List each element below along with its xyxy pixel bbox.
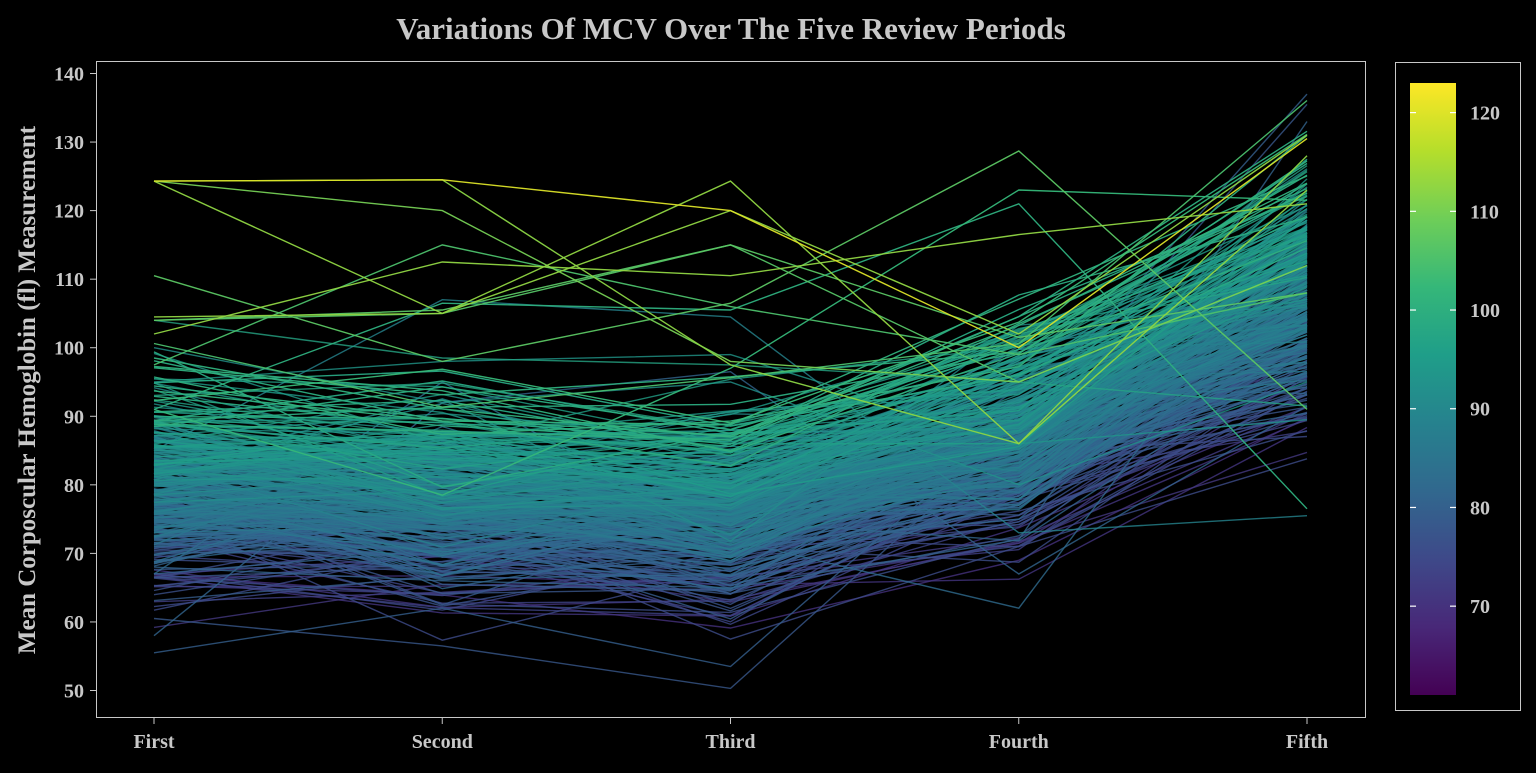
series-line — [153, 247, 1308, 427]
colorbar-gradient — [1410, 83, 1456, 695]
series-line — [153, 203, 1308, 335]
y-tick-label: 80 — [64, 475, 84, 497]
series-line — [153, 138, 1308, 349]
series-line — [153, 417, 1308, 629]
series-line — [153, 174, 1308, 431]
series-line — [153, 103, 1308, 690]
y-tick-label: 60 — [64, 612, 84, 634]
series-line — [153, 160, 1308, 453]
series-line — [153, 175, 1308, 426]
series-line — [153, 353, 1308, 445]
colorbar-tick-label: 80 — [1470, 497, 1490, 519]
colorbar-tick-label: 110 — [1470, 201, 1499, 223]
series-line — [153, 169, 1308, 457]
colorbar-tick-label: 100 — [1470, 300, 1500, 322]
y-tick-label: 140 — [54, 64, 84, 86]
series-line — [153, 451, 1308, 603]
series-line — [153, 189, 1308, 496]
series-line — [153, 244, 1308, 339]
series-line — [153, 130, 1308, 441]
series-line — [153, 195, 1308, 445]
series-line — [153, 150, 1308, 410]
series-line — [153, 190, 1308, 451]
series-line — [153, 165, 1308, 449]
x-tick-label: Fifth — [1286, 731, 1328, 753]
y-tick-label: 120 — [54, 201, 84, 223]
x-tick-label: Second — [412, 731, 473, 753]
y-tick-label: 110 — [55, 269, 84, 291]
series-line — [153, 202, 1308, 510]
y-tick-label: 50 — [64, 681, 84, 703]
series-line — [153, 298, 1308, 534]
y-axis: 50 60 70 80 90 100 110 120 130 140 — [54, 64, 96, 703]
x-axis: First Second Third Fourth Fifth — [133, 718, 1328, 753]
y-tick-label: 130 — [54, 132, 84, 154]
series-line — [153, 321, 1308, 614]
y-axis-label: Mean Corposcular Hemoglobin (fl) Measure… — [14, 125, 41, 654]
colorbar-tick-label: 90 — [1470, 399, 1490, 421]
series-line — [153, 192, 1308, 467]
chart-title: Variations Of MCV Over The Five Review P… — [396, 11, 1066, 46]
x-tick-label: First — [133, 731, 174, 753]
colorbar-tick-label: 120 — [1470, 103, 1500, 125]
x-tick-label: Fourth — [989, 731, 1049, 753]
series-line — [153, 216, 1308, 494]
plot-panel-border — [96, 61, 1366, 718]
series-line — [153, 232, 1308, 492]
series-line — [153, 99, 1308, 408]
y-tick-label: 70 — [64, 543, 84, 565]
series-lines — [153, 93, 1308, 690]
colorbar-ticks: 70 80 90 100 110 120 — [1410, 103, 1500, 618]
colorbar-legend: 70 80 90 100 110 120 — [1395, 62, 1521, 711]
x-tick-label: Third — [705, 731, 755, 753]
series-line — [153, 243, 1308, 498]
y-tick-label: 90 — [64, 406, 84, 428]
series-line — [153, 134, 1308, 335]
series-line — [153, 133, 1308, 424]
series-line — [153, 187, 1308, 437]
series-line — [153, 194, 1308, 448]
y-tick-label: 100 — [54, 338, 84, 360]
series-line — [153, 216, 1308, 501]
series-line — [153, 226, 1308, 458]
series-line — [153, 182, 1308, 422]
series-line — [153, 180, 1308, 445]
series-line — [153, 180, 1308, 383]
series-line — [153, 244, 1308, 366]
colorbar-tick-label: 70 — [1470, 596, 1490, 618]
